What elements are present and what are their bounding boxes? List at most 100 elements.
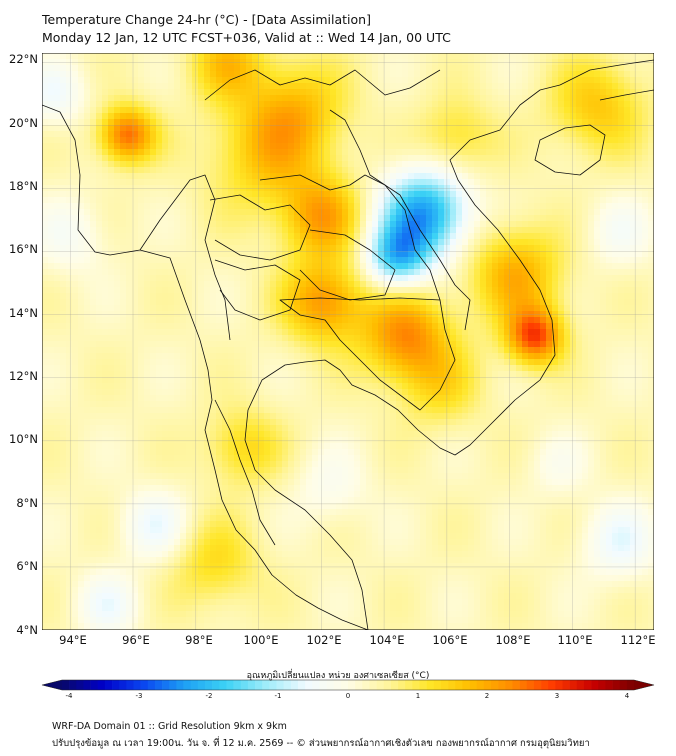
field-cell xyxy=(198,155,205,162)
field-cell xyxy=(618,275,625,282)
field-cell xyxy=(234,299,241,306)
field-cell xyxy=(384,65,391,72)
field-cell xyxy=(624,263,631,270)
field-cell xyxy=(120,185,127,192)
field-cell xyxy=(420,239,427,246)
field-cell xyxy=(324,275,331,282)
field-cell xyxy=(564,143,571,150)
field-cell xyxy=(102,233,109,240)
field-cell xyxy=(408,191,415,198)
field-cell xyxy=(48,95,55,102)
field-cell xyxy=(414,203,421,210)
field-cell xyxy=(618,179,625,186)
field-cell xyxy=(558,119,565,126)
field-cell xyxy=(156,95,163,102)
field-cell xyxy=(486,317,493,324)
field-cell xyxy=(504,227,511,234)
field-cell xyxy=(294,143,301,150)
field-cell xyxy=(210,89,217,96)
field-cell xyxy=(162,161,169,168)
field-cell xyxy=(138,95,145,102)
field-cell xyxy=(72,275,79,282)
field-cell xyxy=(540,317,547,324)
field-cell xyxy=(294,95,301,102)
field-cell xyxy=(576,233,583,240)
field-cell xyxy=(150,143,157,150)
field-cell xyxy=(240,269,247,276)
field-cell xyxy=(540,257,547,264)
field-cell xyxy=(456,329,463,336)
field-cell xyxy=(204,335,211,342)
field-cell xyxy=(114,179,121,186)
field-cell xyxy=(462,281,469,288)
field-cell xyxy=(570,257,577,264)
field-cell xyxy=(402,161,409,168)
field-cell xyxy=(102,239,109,246)
field-cell xyxy=(78,245,85,252)
field-cell xyxy=(432,311,439,318)
field-cell xyxy=(600,71,607,78)
field-cell xyxy=(294,197,301,204)
field-cell xyxy=(306,257,313,264)
field-cell xyxy=(384,179,391,186)
field-cell xyxy=(594,245,601,252)
field-cell xyxy=(138,293,145,300)
field-cell xyxy=(516,251,523,258)
field-cell xyxy=(582,281,589,288)
field-cell xyxy=(168,89,175,96)
field-cell xyxy=(570,119,577,126)
field-cell xyxy=(636,197,643,204)
field-cell xyxy=(552,95,559,102)
field-cell xyxy=(48,263,55,270)
field-cell xyxy=(48,161,55,168)
field-cell xyxy=(66,233,73,240)
field-cell xyxy=(294,101,301,108)
field-cell xyxy=(468,173,475,180)
field-cell xyxy=(348,275,355,282)
field-cell xyxy=(606,143,613,150)
field-cell xyxy=(336,89,343,96)
field-cell xyxy=(126,143,133,150)
field-cell xyxy=(378,311,385,318)
field-cell xyxy=(150,101,157,108)
field-cell xyxy=(576,287,583,294)
field-cell xyxy=(642,233,649,240)
field-cell xyxy=(198,257,205,264)
field-cell xyxy=(180,305,187,312)
field-cell xyxy=(288,83,295,90)
field-cell xyxy=(540,299,547,306)
field-cell xyxy=(636,233,643,240)
field-cell xyxy=(480,299,487,306)
field-cell xyxy=(342,299,349,306)
field-cell xyxy=(510,305,517,312)
field-cell xyxy=(42,167,49,174)
field-cell xyxy=(228,311,235,318)
field-cell xyxy=(420,329,427,336)
field-cell xyxy=(534,251,541,258)
field-cell xyxy=(300,335,307,342)
field-cell xyxy=(312,89,319,96)
field-cell xyxy=(204,185,211,192)
field-cell xyxy=(360,275,367,282)
field-cell xyxy=(216,311,223,318)
field-cell xyxy=(480,137,487,144)
field-cell xyxy=(234,197,241,204)
field-cell xyxy=(462,269,469,276)
field-cell xyxy=(330,329,337,336)
field-cell xyxy=(456,77,463,84)
field-cell xyxy=(510,239,517,246)
field-cell xyxy=(60,239,67,246)
field-cell xyxy=(198,83,205,90)
field-cell xyxy=(210,173,217,180)
field-cell xyxy=(108,311,115,318)
field-cell xyxy=(558,299,565,306)
field-cell xyxy=(336,311,343,318)
field-cell xyxy=(162,203,169,210)
field-cell xyxy=(414,161,421,168)
field-cell xyxy=(126,299,133,306)
field-cell xyxy=(432,209,439,216)
field-cell xyxy=(516,179,523,186)
field-cell xyxy=(492,269,499,276)
field-cell xyxy=(450,299,457,306)
field-cell xyxy=(276,173,283,180)
